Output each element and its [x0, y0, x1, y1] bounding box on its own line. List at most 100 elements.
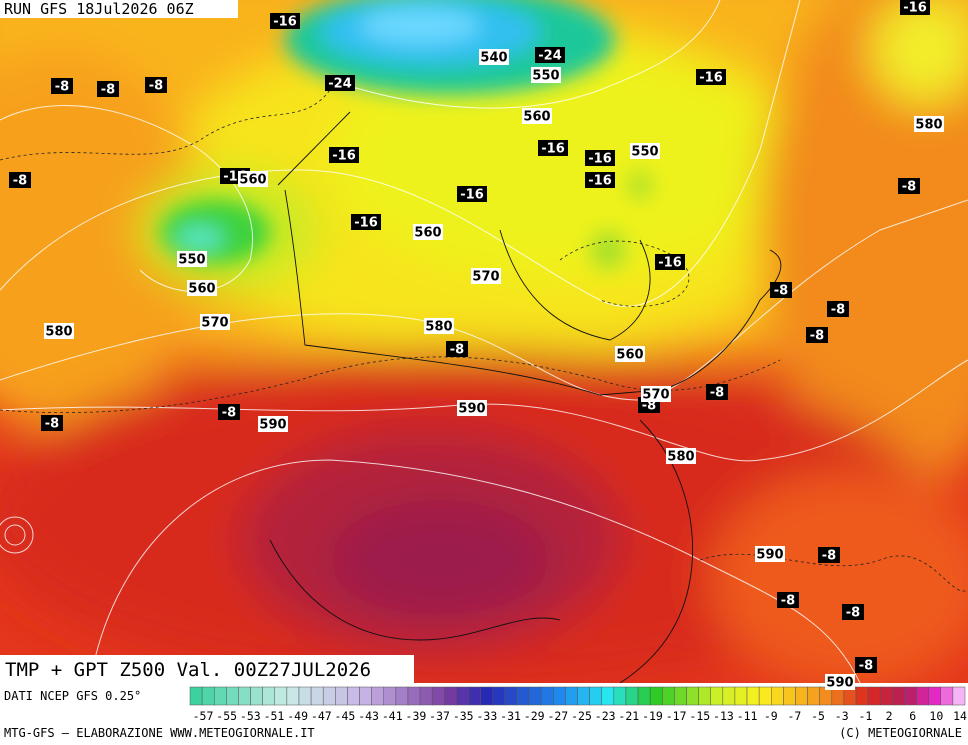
height-label: 560: [239, 173, 266, 188]
colorbar-cell: [262, 686, 276, 706]
height-label-box: [258, 416, 288, 432]
colorbar-cell: [662, 686, 675, 706]
colorbar-label: -25: [571, 709, 592, 723]
temp-label-box: [900, 0, 930, 15]
temp-label-box: [9, 172, 31, 188]
colorbar-label: -39: [406, 709, 427, 723]
colorbar-label: -1: [858, 709, 872, 723]
temp-label: -8: [810, 329, 824, 344]
colorbar-label: -37: [429, 709, 450, 723]
temp-label-box: [818, 547, 840, 563]
colorbar-cell: [577, 686, 590, 706]
colorbar-label: -31: [500, 709, 521, 723]
temp-label-box: [538, 140, 568, 156]
temp-label-box: [842, 604, 864, 620]
temp-label: -16: [332, 149, 356, 164]
temp-label: -8: [710, 386, 724, 401]
height-label: 560: [523, 110, 550, 125]
colorbar-label: -33: [476, 709, 497, 723]
map-field: [0, 0, 968, 683]
colorbar-cell: [746, 686, 760, 706]
map-title: TMP + GPT Z500 Val. 00Z27JUL2026: [5, 659, 371, 681]
colorbar-label: -55: [216, 709, 237, 723]
temp-label: -24: [328, 77, 352, 92]
colorbar-cell: [298, 686, 312, 706]
temp-label: -8: [902, 180, 916, 195]
colorbar-cell: [492, 686, 506, 706]
colorbar-cell: [565, 686, 578, 706]
colorbar-cell: [589, 686, 602, 706]
temp-label-box: [696, 69, 726, 85]
colorbar-cell: [444, 686, 457, 706]
colorbar-label: -53: [240, 709, 261, 723]
temp-label-box: [585, 172, 615, 188]
colorbar-cell: [286, 686, 300, 706]
temp-label-box: [777, 592, 799, 608]
colorbar-cell: [431, 686, 445, 706]
temp-label-box: [585, 150, 615, 166]
colorbar-label: -19: [642, 709, 663, 723]
colorbar-label: -49: [287, 709, 308, 723]
height-label: 570: [201, 316, 228, 331]
temp-label: -16: [588, 174, 612, 189]
run-label: RUN GFS 18Jul2026 06Z: [4, 0, 194, 18]
colorbar-label: -47: [311, 709, 332, 723]
copyright-label: (C) METEOGIORNALE: [839, 726, 962, 740]
colorbar-cell: [649, 686, 663, 706]
height-label: 590: [826, 676, 853, 691]
temp-label-box: [827, 301, 849, 317]
temp-label-box: [806, 327, 828, 343]
colorbar-cell: [734, 686, 748, 706]
colorbar-label: -5: [811, 709, 825, 723]
temp-label: -8: [450, 343, 464, 358]
colorbar-cell: [637, 686, 651, 706]
temp-label: -16: [273, 15, 297, 30]
temp-label-box: [446, 341, 468, 357]
colorbar-label: -7: [787, 709, 801, 723]
height-label-box: [531, 67, 561, 83]
colorbar-cell: [928, 686, 942, 706]
colorbar-cell: [722, 686, 736, 706]
colorbar-cell: [892, 686, 905, 706]
colorbar-cell: [213, 686, 227, 706]
colorbar-cell: [504, 686, 518, 706]
colorbar-cell: [916, 686, 929, 706]
temp-label-box: [325, 75, 355, 91]
colorbar-label: -3: [835, 709, 849, 723]
colorbar-cell: [952, 686, 966, 706]
colorbar-label: -43: [358, 709, 379, 723]
temp-label: -8: [642, 399, 656, 414]
colorbar-label: -57: [193, 709, 214, 723]
colorbar-cell: [335, 686, 348, 706]
height-label-box: [825, 674, 855, 690]
height-label: 580: [45, 325, 72, 340]
temp-label-box: [770, 282, 792, 298]
temp-label-box: [457, 186, 487, 202]
temp-label: -8: [149, 79, 163, 94]
colorbar-cell: [710, 686, 724, 706]
temp-label: -24: [538, 49, 562, 64]
height-label-box: [666, 448, 696, 464]
temp-label: -8: [101, 83, 115, 98]
title-box: [0, 655, 414, 683]
temp-label: -16: [588, 152, 612, 167]
height-label-box: [238, 171, 268, 187]
height-label-box: [424, 318, 454, 334]
colorbar-cell: [904, 686, 917, 706]
temp-label: -8: [13, 174, 27, 189]
temp-label: -8: [859, 659, 873, 674]
height-label-box: [457, 400, 487, 416]
height-label: 590: [259, 418, 286, 433]
temp-label: -8: [846, 606, 860, 621]
height-label: 570: [642, 388, 669, 403]
colorbar-cell: [553, 686, 566, 706]
height-label: 590: [458, 402, 485, 417]
colorbar-cell: [540, 686, 554, 706]
height-label-box: [187, 280, 217, 296]
height-label-box: [755, 546, 785, 562]
colorbar-cell: [468, 686, 481, 706]
colorbar-cell: [879, 686, 893, 706]
colorbar-cell: [601, 686, 615, 706]
colorbar-cell: [698, 686, 711, 706]
